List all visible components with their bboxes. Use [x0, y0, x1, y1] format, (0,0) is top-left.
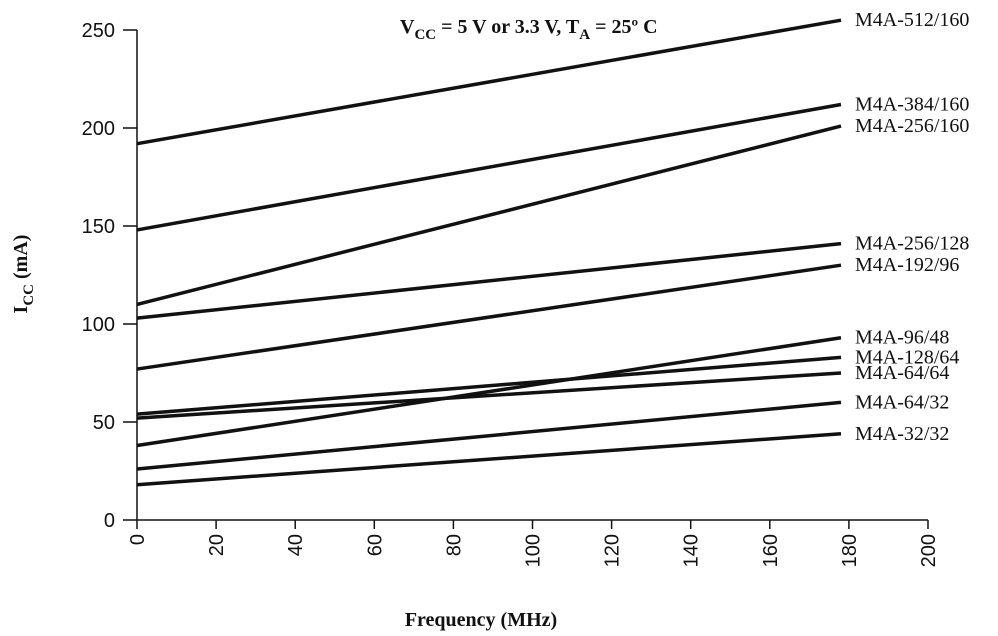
series-label: M4A-96/48 [855, 327, 949, 349]
conditions-annotation: VCC = 5 V or 3.3 V, TA = 25º C [400, 16, 658, 43]
x-tick-label: 200 [918, 534, 940, 567]
series-label: M4A-64/64 [855, 362, 949, 384]
y-axis-label: ICC (mA) [10, 235, 37, 314]
x-tick-group: 0 20 40 60 80 100 120 140 160 180 200 [127, 520, 940, 567]
x-tick-label: 160 [760, 534, 782, 567]
series-label: M4A-512/160 [855, 9, 969, 31]
series-label: M4A-256/128 [855, 233, 969, 255]
x-tick-label: 80 [443, 534, 465, 556]
y-tick-label: 100 [82, 314, 115, 336]
series-line [136, 335, 842, 448]
series-label: M4A-32/32 [855, 423, 949, 445]
x-tick-label: 0 [127, 534, 149, 545]
y-tick-label: 200 [82, 118, 115, 140]
x-axis-label: Frequency (MHz) [405, 609, 557, 631]
series-line [136, 432, 842, 487]
series-label: M4A-64/32 [855, 391, 949, 413]
series-line [136, 263, 842, 371]
series-label: M4A-384/160 [855, 93, 969, 115]
series-label: M4A-128/64 [855, 346, 959, 368]
series-line [136, 400, 842, 471]
y-tick-label: 0 [104, 510, 115, 532]
x-tick-label: 20 [206, 534, 228, 556]
y-tick-label: 250 [82, 20, 115, 42]
series-line [136, 241, 842, 320]
x-tick-label: 120 [602, 534, 624, 567]
series-line [136, 124, 842, 307]
series-line [136, 18, 842, 146]
series-label: M4A-256/160 [855, 115, 969, 137]
x-tick-label: 60 [364, 534, 386, 556]
x-tick-label: 100 [523, 534, 545, 567]
y-tick-label: 50 [93, 412, 115, 434]
y-tick-label: 150 [82, 216, 115, 238]
series-lines [136, 18, 842, 487]
series-line [136, 102, 842, 232]
series-line [136, 355, 842, 416]
x-tick-label: 180 [839, 534, 861, 567]
series-label: M4A-192/96 [855, 254, 959, 276]
series-line [136, 371, 842, 420]
y-tick-group: 0 50 100 150 200 250 [82, 20, 137, 532]
x-tick-label: 140 [681, 534, 703, 567]
x-tick-label: 40 [285, 534, 307, 556]
